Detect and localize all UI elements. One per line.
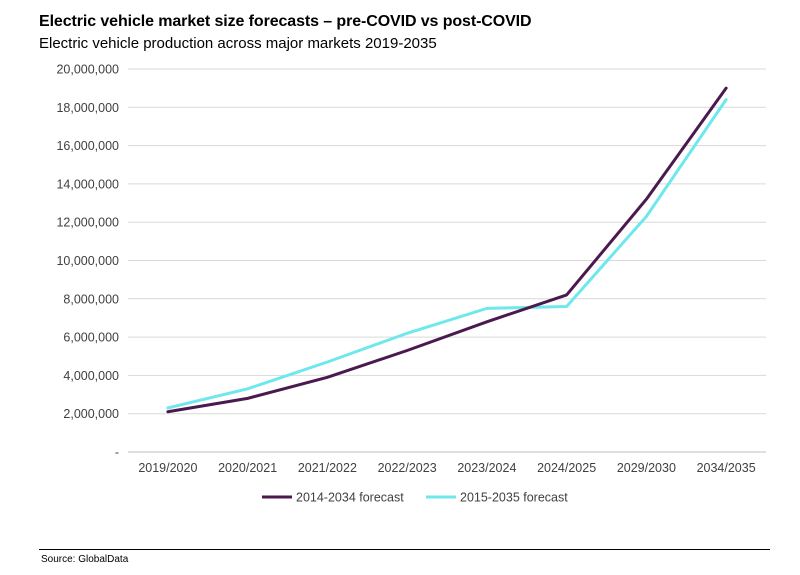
x-tick-label: 2022/2023 [378, 461, 437, 475]
y-tick-label: 12,000,000 [56, 216, 119, 230]
series-lines [166, 86, 728, 414]
y-tick-label: 8,000,000 [63, 292, 119, 306]
x-tick-label: 2029/2030 [617, 461, 676, 475]
series-line [166, 86, 728, 414]
series-line [166, 98, 728, 410]
x-tick-label: 2020/2021 [218, 461, 277, 475]
legend: 2014-2034 forecast 2015-2035 forecast [262, 491, 568, 505]
gridlines [128, 68, 766, 453]
y-tick-label: 14,000,000 [56, 177, 119, 191]
y-tick-label: 10,000,000 [56, 254, 119, 268]
x-tick-label: 2034/2035 [697, 461, 756, 475]
y-tick-label: 16,000,000 [56, 139, 119, 153]
legend-label: 2015-2035 forecast [460, 491, 568, 505]
y-tick-label: 18,000,000 [56, 101, 119, 115]
y-tick-label: 6,000,000 [63, 331, 119, 345]
y-tick-label: 4,000,000 [63, 369, 119, 383]
chart-title: Electric vehicle market size forecasts –… [39, 13, 532, 30]
x-axis-ticks: 2019/2020 2020/2021 2021/2022 2022/2023 2023… [138, 461, 755, 475]
x-tick-label: 2021/2022 [298, 461, 357, 475]
y-tick-label: 20,000,000 [56, 63, 119, 77]
y-axis-ticks: - 2,000,000 4,000,000 6,000,000 8,000,000 10,… [56, 63, 119, 460]
y-tick-label: 2,000,000 [63, 407, 119, 421]
x-tick-label: 2023/2024 [457, 461, 516, 475]
legend-label: 2014-2034 forecast [296, 491, 404, 505]
source-divider [39, 549, 770, 550]
source-note: Source: GlobalData [41, 554, 129, 565]
x-tick-label: 2024/2025 [537, 461, 596, 475]
chart-subtitle: Electric vehicle production across major… [39, 35, 437, 52]
x-tick-label: 2019/2020 [138, 461, 197, 475]
y-tick-label: - [115, 446, 119, 460]
